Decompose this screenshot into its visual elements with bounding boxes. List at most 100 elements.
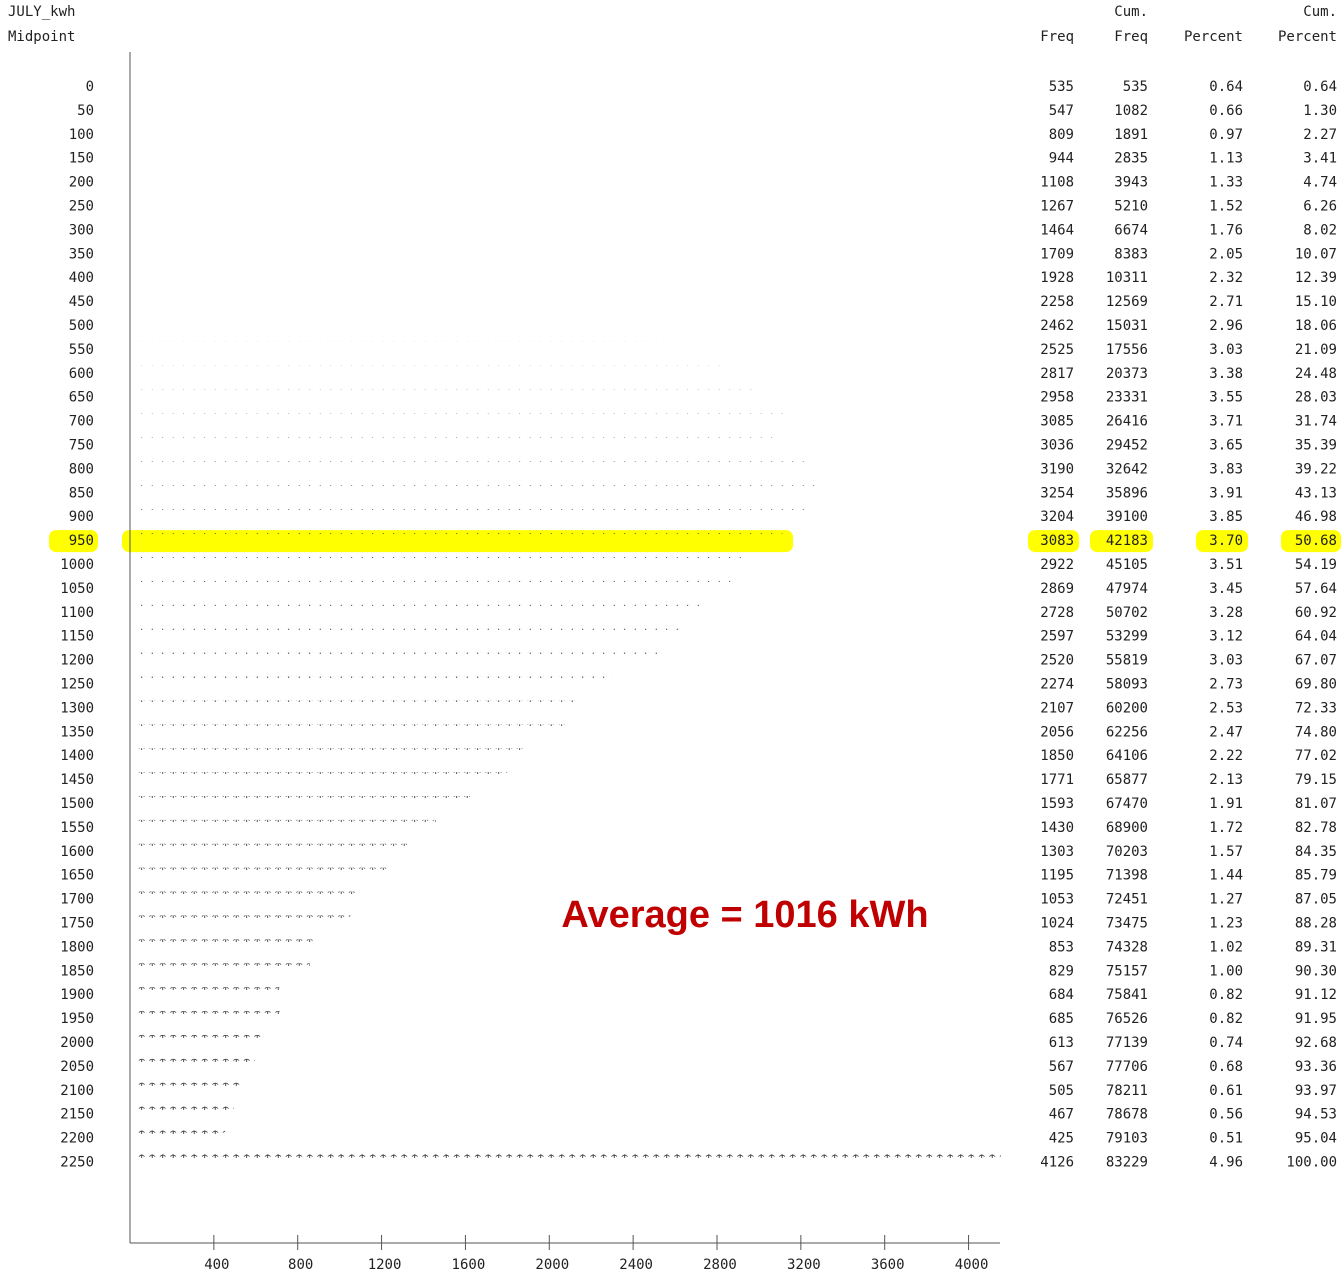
freq-cell: 853 xyxy=(1049,939,1074,955)
freq-cell: 1053 xyxy=(1040,892,1074,908)
freq-cell: 1464 xyxy=(1040,222,1074,238)
cum-percent-cell: 93.36 xyxy=(1295,1059,1337,1075)
percent-cell: 1.27 xyxy=(1209,892,1243,908)
midpoint-label: 2200 xyxy=(60,1131,94,1147)
cum-freq-cell: 17556 xyxy=(1106,342,1148,358)
freq-cell: 2922 xyxy=(1040,557,1074,573)
cum-freq-cell: 535 xyxy=(1123,79,1148,95)
freq-cell: 2958 xyxy=(1040,390,1074,406)
freq-cell: 3085 xyxy=(1040,414,1074,430)
bar xyxy=(136,915,351,930)
cum-percent-cell: 12.39 xyxy=(1295,270,1337,286)
freq-cell: 944 xyxy=(1049,151,1074,167)
cum-freq-cell: 26416 xyxy=(1106,414,1148,430)
cum-freq-header: Freq xyxy=(1114,29,1148,45)
cum-percent-cell: 6.26 xyxy=(1303,199,1337,215)
cum-freq-cell: 32642 xyxy=(1106,461,1148,477)
cum-percent-cell: 94.53 xyxy=(1295,1107,1337,1123)
midpoint-label: 300 xyxy=(69,222,94,238)
cum-freq-cell: 77706 xyxy=(1106,1059,1148,1075)
bar xyxy=(136,1154,1001,1169)
cum-freq-cell: 8383 xyxy=(1114,246,1148,262)
midpoint-label: 50 xyxy=(77,103,94,119)
percent-cell: 3.45 xyxy=(1209,581,1243,597)
freq-cell: 3083 xyxy=(1040,533,1074,549)
bar xyxy=(136,389,757,404)
cum-freq-cell: 83229 xyxy=(1106,1155,1148,1171)
midpoint-label: 1800 xyxy=(60,939,94,955)
cum-percent-cell: 39.22 xyxy=(1295,461,1337,477)
highlight xyxy=(49,530,98,553)
cum-percent-cell: 69.80 xyxy=(1295,677,1337,693)
cum-percent-cell: 60.92 xyxy=(1295,605,1337,621)
midpoint-label: 1900 xyxy=(60,987,94,1003)
percent-cell: 1.57 xyxy=(1209,844,1243,860)
freq-cell: 567 xyxy=(1049,1059,1074,1075)
cum-percent-cell: 72.33 xyxy=(1295,700,1337,716)
x-tick-label: 4000 xyxy=(955,1257,989,1272)
freq-cell: 1267 xyxy=(1040,199,1074,215)
cum-percent-cell: 88.28 xyxy=(1295,916,1337,932)
cum-percent-cell: 57.64 xyxy=(1295,581,1337,597)
bar xyxy=(136,365,727,380)
cum-percent-cell: 64.04 xyxy=(1295,629,1337,645)
midpoint-label: 1200 xyxy=(60,653,94,669)
bar xyxy=(136,246,495,261)
midpoint-label: 600 xyxy=(69,366,94,382)
cum-freq-cell: 73475 xyxy=(1106,916,1148,932)
cum-freq-cell: 68900 xyxy=(1106,820,1148,836)
freq-cell: 3036 xyxy=(1040,438,1074,454)
cum-freq-cell: 65877 xyxy=(1106,772,1148,788)
cum-percent-cell: 1.30 xyxy=(1303,103,1337,119)
percent-cell: 0.56 xyxy=(1209,1107,1243,1123)
annotation: Average = 1016 kWh xyxy=(561,894,928,936)
cum-freq-cell: 58093 xyxy=(1106,677,1148,693)
bar xyxy=(136,748,524,763)
bar xyxy=(136,485,819,500)
cum-freq-cell: 12569 xyxy=(1106,294,1148,310)
cum-freq-cell: 67470 xyxy=(1106,796,1148,812)
midpoint-label: 2050 xyxy=(60,1059,94,1075)
cum-freq-cell: 23331 xyxy=(1106,390,1148,406)
percent-cell: 2.32 xyxy=(1209,270,1243,286)
freq-cell: 2462 xyxy=(1040,318,1074,334)
bar xyxy=(136,413,783,428)
cum-percent-cell: 31.74 xyxy=(1295,414,1337,430)
percent-cell: 0.74 xyxy=(1209,1035,1243,1051)
percent-cell: 3.12 xyxy=(1209,629,1243,645)
cum-freq-cell: 3943 xyxy=(1114,175,1148,191)
bar xyxy=(136,270,541,285)
bar xyxy=(136,700,578,715)
midpoint-label: 700 xyxy=(69,414,94,430)
freq-cell: 1593 xyxy=(1040,796,1074,812)
bar xyxy=(136,1011,280,1026)
midpoint-label: 550 xyxy=(69,342,94,358)
cum-percent-cell: 24.48 xyxy=(1295,366,1337,382)
cum-percent-cell: 43.13 xyxy=(1295,485,1337,501)
cum-percent-cell: 50.68 xyxy=(1295,533,1337,549)
percent-cell: 3.65 xyxy=(1209,438,1243,454)
bar xyxy=(136,843,410,858)
midpoint-label: 1650 xyxy=(60,868,94,884)
freq-cell: 1928 xyxy=(1040,270,1074,286)
cum-freq-cell: 45105 xyxy=(1106,557,1148,573)
percent-cell: 1.02 xyxy=(1209,939,1243,955)
cum-percent-cell: 35.39 xyxy=(1295,438,1337,454)
percent-cell: 3.91 xyxy=(1209,485,1243,501)
freq-cell: 1709 xyxy=(1040,246,1074,262)
midpoint-label: 1550 xyxy=(60,820,94,836)
cum-percent-cell: 95.04 xyxy=(1295,1131,1337,1147)
cum-freq-cell: 78678 xyxy=(1106,1107,1148,1123)
cum-percent-cell: 87.05 xyxy=(1295,892,1337,908)
midpoint-label: 2250 xyxy=(60,1155,94,1171)
percent-cell: 3.55 xyxy=(1209,390,1243,406)
x-tick-label: 1200 xyxy=(368,1257,402,1272)
bar xyxy=(136,461,805,476)
freq-cell: 1771 xyxy=(1040,772,1074,788)
cum-freq-cell: 29452 xyxy=(1106,438,1148,454)
freq-cell: 613 xyxy=(1049,1035,1074,1051)
freq-cell: 4126 xyxy=(1040,1155,1074,1171)
bar xyxy=(136,819,436,834)
midpoint-label: 1450 xyxy=(60,772,94,788)
midpoint-label: 2100 xyxy=(60,1083,94,1099)
